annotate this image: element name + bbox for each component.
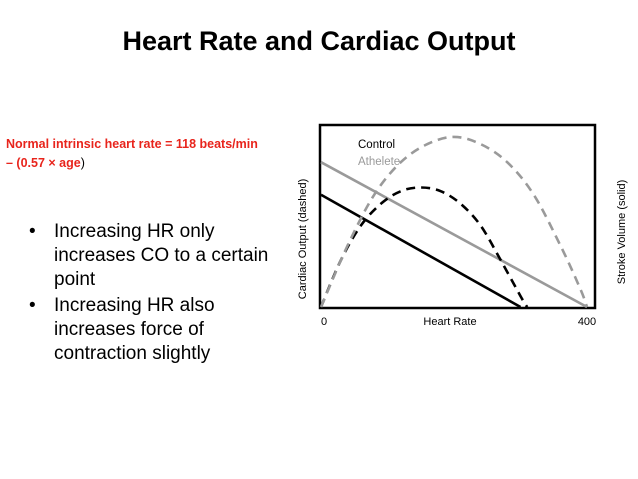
x-tick-0: 0 xyxy=(321,316,327,328)
legend-athlete: Athelete xyxy=(358,156,400,168)
formula-line-1: Normal intrinsic heart rate = 118 beats/… xyxy=(6,137,258,151)
y-axis-label-left: Cardiac Output (dashed) xyxy=(297,179,309,299)
bullet-item: • Increasing HR also increases force of … xyxy=(26,294,286,366)
heart-rate-chart: Control Athelete 0 400 Heart Rate Cardia… xyxy=(297,123,628,328)
x-tick-400: 400 xyxy=(578,316,596,328)
series-layer xyxy=(319,135,589,309)
formula-closing-paren: ) xyxy=(80,156,85,170)
formula-line-2-text: – (0.57 × age xyxy=(6,156,81,170)
plot-frame xyxy=(318,123,597,310)
bullet-item: • Increasing HR only increases CO to a c… xyxy=(26,220,286,292)
bullet-text: Increasing HR also increases force of co… xyxy=(54,295,215,364)
legend-control: Control xyxy=(358,139,395,151)
bullet-text: Increasing HR only increases CO to a cer… xyxy=(54,221,269,290)
bullet-list: • Increasing HR only increases CO to a c… xyxy=(26,220,286,368)
formula-line-2: – (0.57 × age) xyxy=(6,154,306,173)
bullet-marker: • xyxy=(29,295,36,316)
athelete-stroke-volume-line xyxy=(320,161,588,309)
y-axis-label-right: Stroke Volume (solid) xyxy=(616,180,628,285)
control-stroke-volume-line xyxy=(320,193,522,309)
control-cardiac-output-line xyxy=(319,186,529,308)
slide-title: Heart Rate and Cardiac Output xyxy=(122,26,516,56)
heart-rate-formula: Normal intrinsic heart rate = 118 beats/… xyxy=(6,135,306,173)
x-axis-label: Heart Rate xyxy=(423,316,476,328)
bullet-marker: • xyxy=(29,221,36,242)
